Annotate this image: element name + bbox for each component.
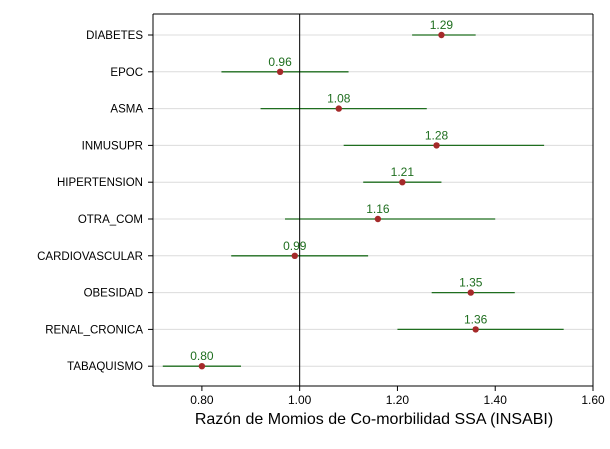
category-label-cardiovascular: CARDIOVASCULAR — [37, 251, 143, 263]
x-tick-label-1: 1.00 — [288, 393, 312, 407]
point-renal-cronica — [472, 326, 479, 333]
category-label-tabaquismo: TABAQUISMO — [67, 361, 143, 373]
category-label-asma: ASMA — [110, 104, 143, 116]
value-label-renal-cronica: 1.36 — [464, 312, 488, 326]
category-label-diabetes: DIABETES — [86, 30, 143, 42]
value-label-tabaquismo: 0.80 — [190, 349, 214, 363]
point-tabaquismo — [198, 363, 206, 370]
x-tick-label-0: 0.80 — [190, 393, 214, 407]
category-label-hipertension: HIPERTENSION — [57, 177, 143, 189]
x-tick-label-2: 1.20 — [386, 393, 410, 407]
point-asma — [335, 105, 342, 112]
x-axis-title: Razón de Momios de Co-morbilidad SSA (IN… — [195, 411, 553, 428]
ci-layer — [162, 34, 564, 367]
category-label-inmusupr: INMUSUPR — [82, 140, 143, 152]
point-diabetes — [438, 31, 445, 39]
x-tick-label-4: 1.60 — [581, 393, 605, 407]
category-label-obesidad: OBESIDAD — [84, 288, 143, 300]
point-epoc — [276, 68, 284, 76]
point-cardiovascular — [291, 252, 298, 259]
value-label-layer: 1.29 0.96 1.08 1.28 1.21 1.16 0.99 1.35 1.36 0.80 — [190, 18, 487, 363]
grid-layer — [153, 34, 593, 367]
value-label-otra-com: 1.16 — [366, 202, 390, 216]
point-inmusupr — [433, 142, 440, 149]
value-label-diabetes: 1.29 — [430, 18, 454, 32]
category-label-epoc: EPOC — [110, 67, 143, 79]
point-obesidad — [467, 289, 474, 296]
value-label-obesidad: 1.35 — [459, 276, 483, 290]
value-label-inmusupr: 1.28 — [425, 128, 449, 142]
axis-layer: 0.80 1.00 1.20 1.40 1.60 — [148, 13, 605, 407]
point-hipertension — [399, 179, 406, 186]
point-otra-com — [374, 215, 382, 223]
point-layer — [198, 31, 479, 370]
value-label-hipertension: 1.21 — [391, 165, 415, 179]
category-label-renal-cronica: RENAL_CRONICA — [45, 324, 143, 336]
value-label-asma: 1.08 — [327, 92, 351, 106]
value-label-epoc: 0.96 — [268, 55, 292, 69]
category-label-layer: DIABETES EPOC ASMA INMUSUPR HIPERTENSION OTRA… — [37, 30, 143, 373]
x-tick-label-3: 1.40 — [484, 393, 508, 407]
category-label-otra-com: OTRA_COM — [78, 214, 143, 226]
value-label-cardiovascular: 0.99 — [283, 239, 307, 253]
